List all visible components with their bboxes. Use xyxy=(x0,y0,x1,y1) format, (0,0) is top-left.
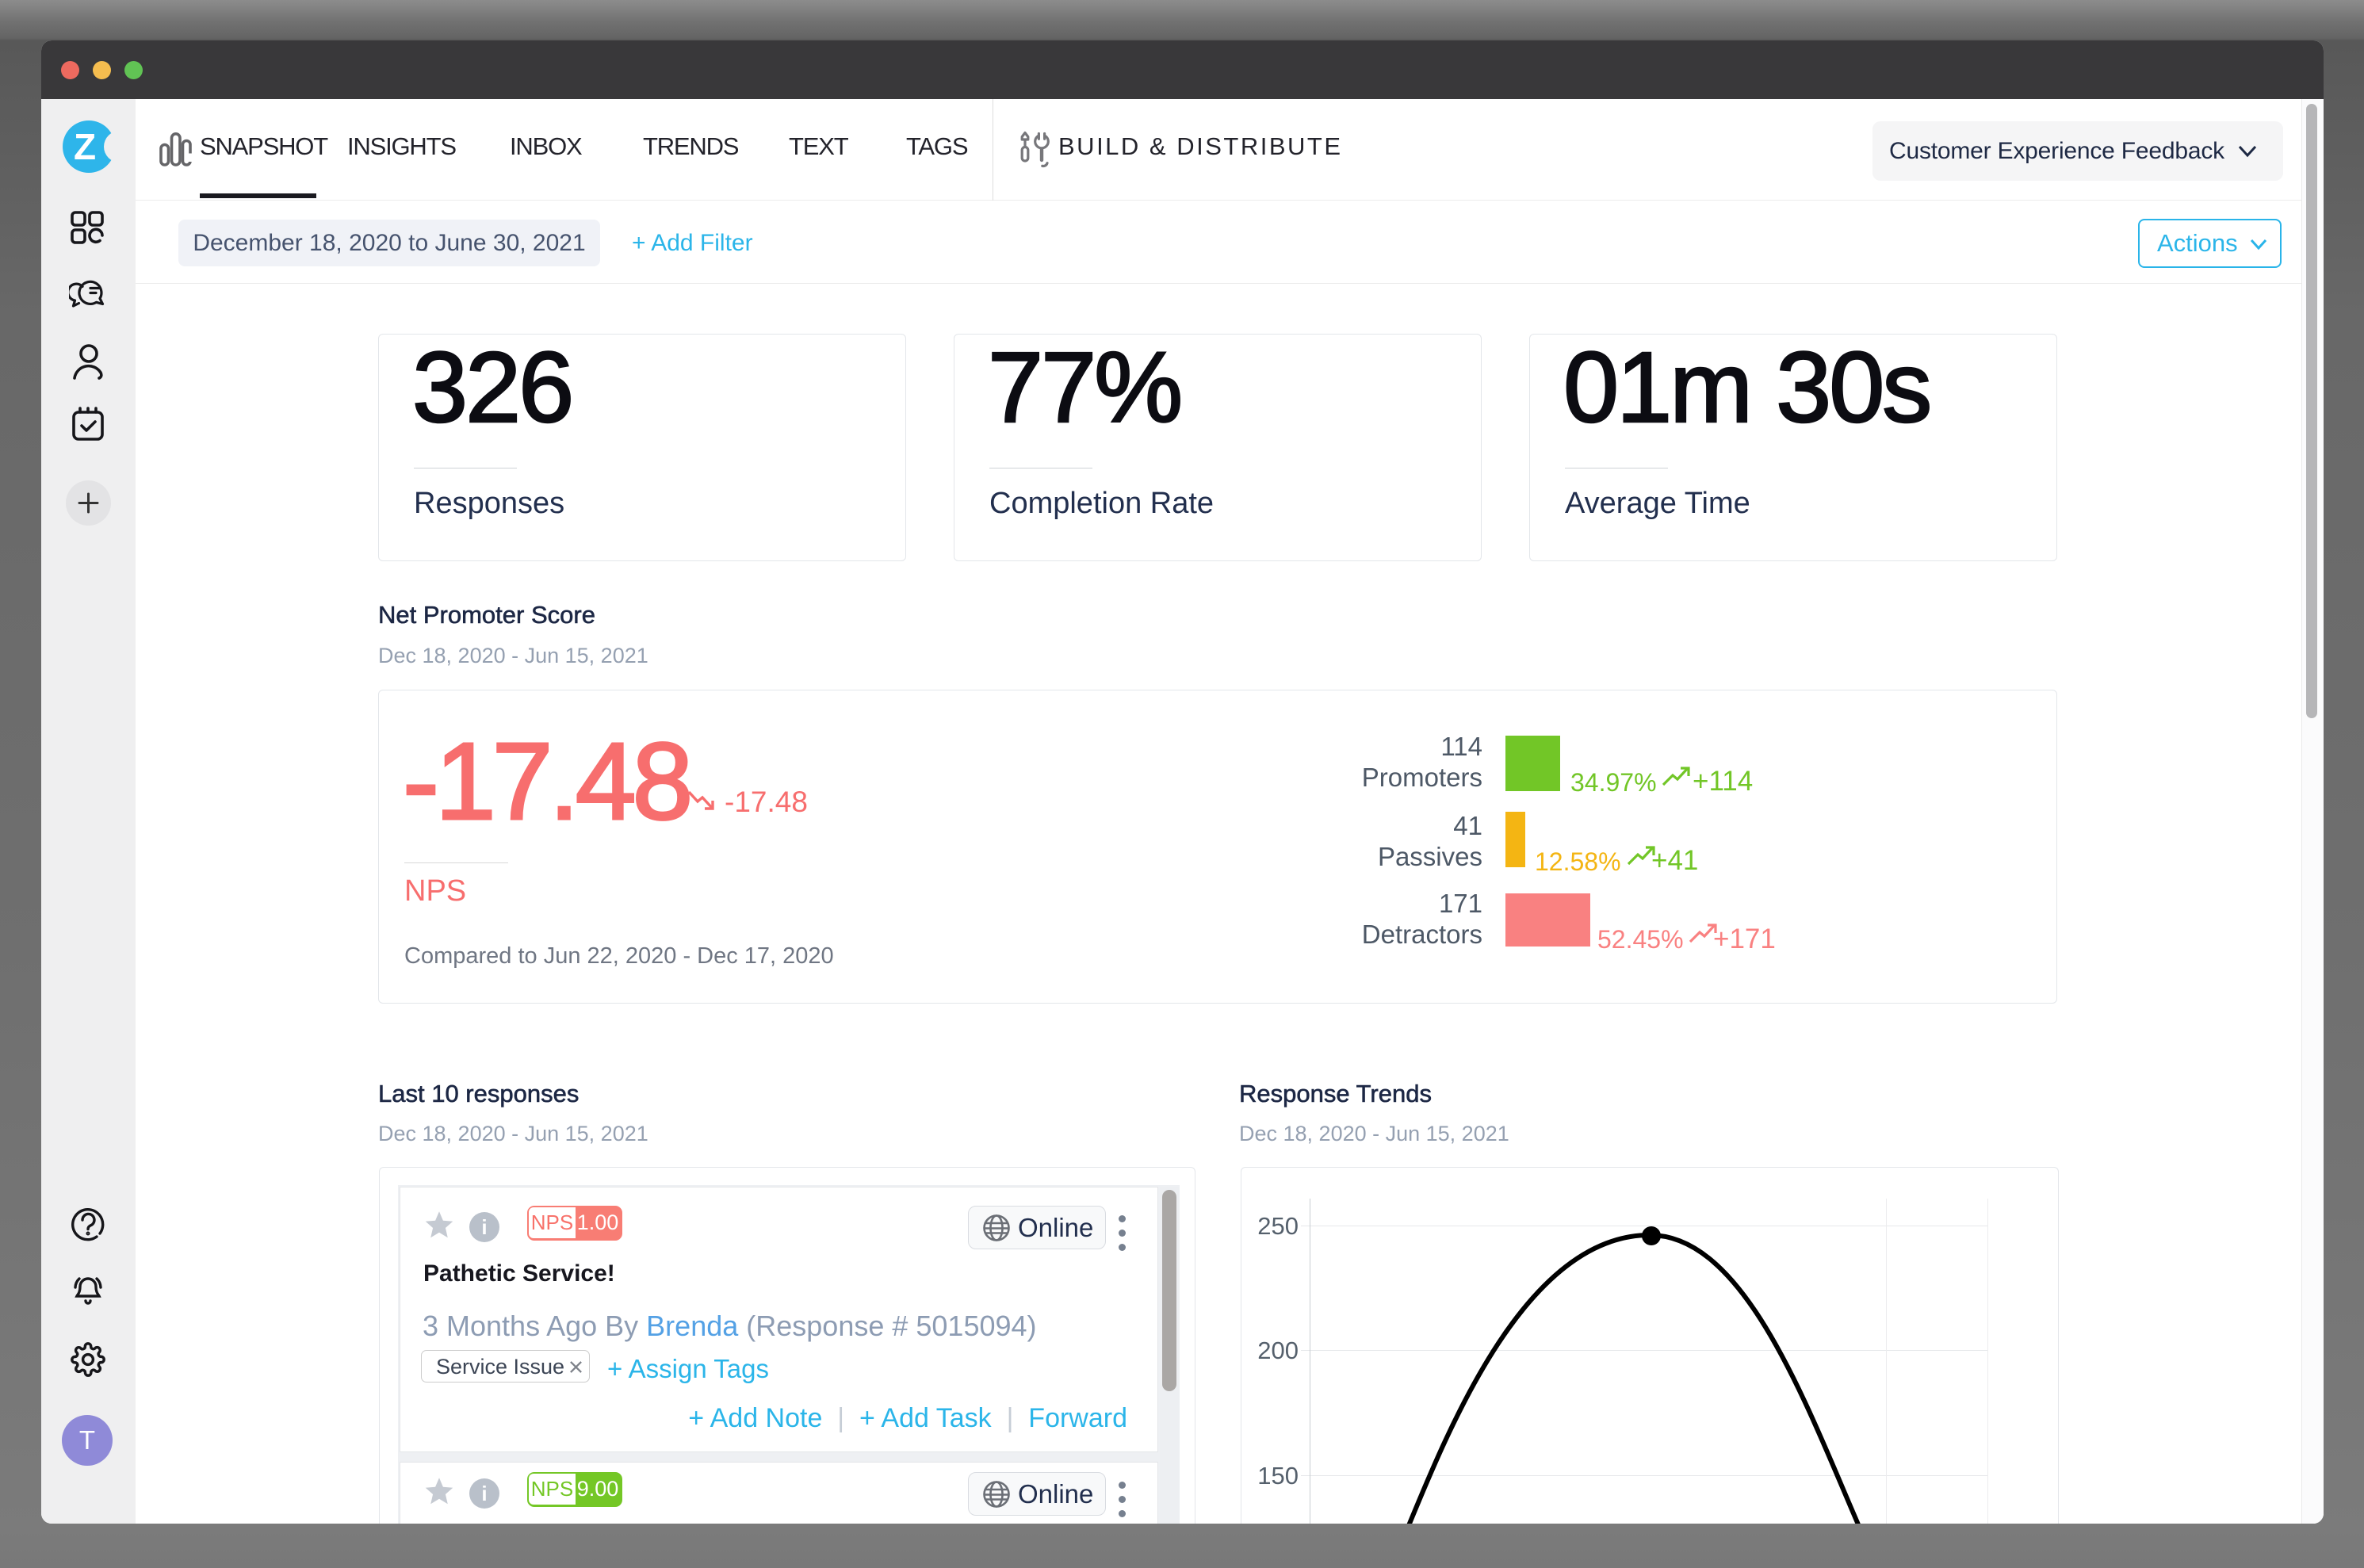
svg-text:Z: Z xyxy=(74,126,96,167)
